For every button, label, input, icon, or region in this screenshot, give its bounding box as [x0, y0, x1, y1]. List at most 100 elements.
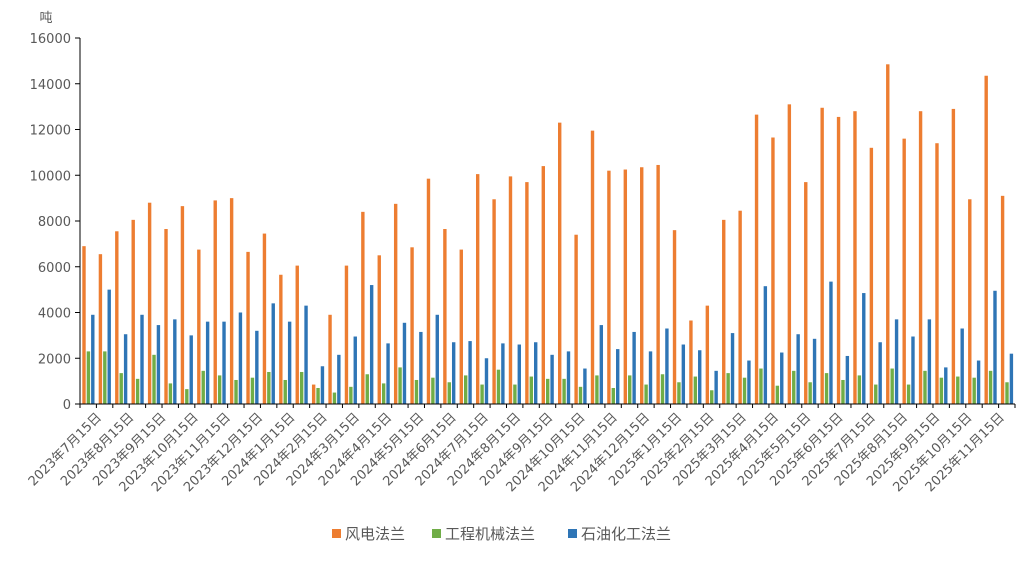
bar-series-1 — [1000, 195, 1005, 404]
bar-series-2 — [775, 385, 780, 404]
bar-series-1 — [771, 137, 775, 404]
bar-series-2 — [923, 370, 927, 404]
bar-series-3 — [189, 335, 193, 405]
bar-series-3 — [681, 344, 686, 404]
bar-series-2 — [299, 371, 304, 404]
bar-series-2 — [660, 374, 665, 404]
bar-series-3 — [944, 367, 948, 404]
bar-series-3 — [337, 354, 341, 404]
bar-series-3 — [320, 366, 325, 404]
bar-series-1 — [574, 234, 578, 404]
bar-series-3 — [976, 360, 981, 404]
y-tick-label: 0 — [63, 398, 71, 413]
bar-series-2 — [414, 379, 419, 404]
bar-series-3 — [369, 285, 374, 404]
bar-series-2 — [644, 384, 648, 404]
bar-series-1 — [98, 254, 103, 404]
bar-series-1 — [918, 111, 923, 404]
bar-series-1 — [656, 164, 660, 404]
bar-series-2 — [185, 389, 189, 404]
bar-series-2 — [841, 379, 845, 404]
bar-series-3 — [878, 342, 882, 404]
bar-series-1 — [623, 169, 628, 404]
bar-series-3 — [812, 338, 817, 404]
bar-series-2 — [546, 378, 550, 404]
bar-series-1 — [377, 255, 381, 404]
bar-series-2 — [381, 383, 386, 404]
bar-series-1 — [393, 203, 398, 404]
bar-series-3 — [862, 293, 866, 404]
bar-series-2 — [349, 386, 353, 404]
bar-series-1 — [787, 104, 792, 404]
bar-series-3 — [911, 336, 915, 404]
bar-series-2 — [628, 375, 632, 404]
bar-series-3 — [845, 355, 850, 404]
bar-series-1 — [984, 75, 988, 405]
bar-series-2 — [119, 373, 123, 404]
bar-series-3 — [747, 360, 751, 404]
bar-series-2 — [677, 382, 681, 404]
bar-series-2 — [316, 387, 320, 404]
bar-series-1 — [853, 111, 857, 404]
bar-series-1 — [147, 202, 152, 404]
legend-swatch — [432, 529, 441, 538]
bar-series-1 — [115, 231, 119, 404]
bar-series-3 — [550, 354, 554, 404]
bar-series-2 — [529, 376, 533, 404]
bar-series-2 — [152, 354, 156, 404]
bar-series-1 — [197, 249, 201, 404]
bar-series-2 — [513, 384, 517, 404]
bar-series-3 — [107, 289, 111, 405]
bar-series-1 — [640, 167, 644, 404]
bar-series-3 — [583, 368, 587, 404]
bar-series-2 — [480, 384, 484, 404]
y-tick-label: 12000 — [30, 124, 71, 139]
bar-series-3 — [599, 325, 604, 404]
bar-series-3 — [763, 286, 768, 404]
bar-series-3 — [1009, 353, 1014, 404]
y-tick-label: 14000 — [30, 78, 71, 93]
bar-series-3 — [255, 330, 259, 404]
bar-series-3 — [402, 322, 407, 404]
bar-series-1 — [475, 174, 480, 404]
bar-series-3 — [484, 358, 489, 404]
bar-series-2 — [611, 387, 616, 404]
bar-series-2 — [742, 377, 747, 404]
bar-series-1 — [951, 108, 956, 404]
bar-series-3 — [517, 344, 521, 404]
bar-series-1 — [361, 211, 365, 404]
bar-series-3 — [665, 328, 669, 404]
bar-series-3 — [205, 321, 210, 404]
bar-series-2 — [710, 390, 714, 404]
bar-series-3 — [451, 342, 456, 404]
bar-series-2 — [201, 370, 205, 404]
bar-series-1 — [738, 210, 742, 404]
bar-series-1 — [180, 206, 185, 404]
bar-series-2 — [824, 373, 829, 404]
bar-series-3 — [698, 350, 702, 404]
bar-series-1 — [754, 114, 759, 404]
bar-series-1 — [328, 314, 332, 404]
bar-series-2 — [103, 351, 107, 404]
bar-series-3 — [501, 343, 505, 404]
bar-series-1 — [820, 107, 824, 405]
bar-series-3 — [993, 290, 997, 404]
bar-series-3 — [960, 328, 964, 404]
bar-series-2 — [463, 375, 468, 404]
bar-series-2 — [447, 382, 451, 404]
bar-series-1 — [213, 200, 217, 404]
bar-series-2 — [874, 384, 878, 404]
bar-series-1 — [443, 229, 447, 404]
bar-series-1 — [968, 199, 972, 404]
bar-series-2 — [595, 375, 599, 404]
bar-series-1 — [836, 116, 841, 405]
bar-series-1 — [459, 249, 463, 404]
bar-series-2 — [857, 375, 862, 404]
bar-series-2 — [267, 371, 271, 404]
y-tick-label: 2000 — [38, 352, 71, 367]
bar-series-1 — [935, 143, 939, 404]
bar-series-3 — [435, 314, 439, 404]
bar-series-2 — [332, 392, 337, 404]
legend-swatch — [568, 529, 577, 538]
bar-series-2 — [283, 379, 287, 404]
